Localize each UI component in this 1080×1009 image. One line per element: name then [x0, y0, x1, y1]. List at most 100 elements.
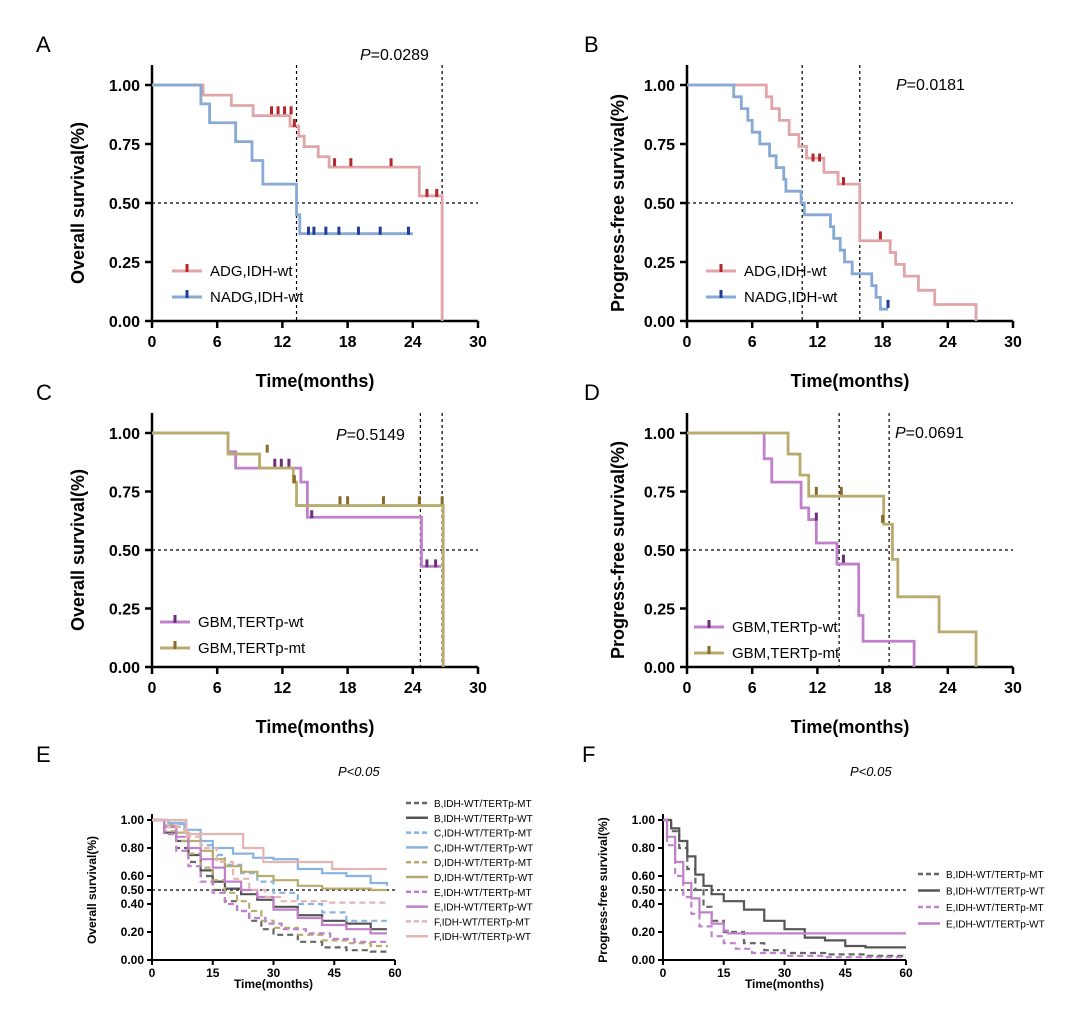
y-tick-label: 0.50 — [644, 196, 675, 213]
series-line — [687, 83, 978, 321]
x-tick-label: 12 — [809, 334, 827, 351]
series-line — [663, 818, 906, 957]
y-tick-label: 0.25 — [644, 255, 675, 272]
y-tick-label: 0.20 — [632, 925, 656, 939]
series-line — [663, 818, 906, 935]
panel-b: B 0 6 12 18 24 30 0.00 0.25 0.50 0.75 1.00 Time(mont… — [584, 32, 1022, 391]
x-tick-label: 24 — [939, 680, 957, 697]
y-tick-label: 0.00 — [644, 660, 675, 677]
panel-letter: D — [584, 380, 600, 405]
x-axis-title: Time(months) — [256, 371, 375, 391]
legend-entry: C,IDH-WT/TERTp-WT — [434, 843, 533, 854]
y-tick-label: 0.75 — [109, 137, 140, 154]
y-tick-label: 1.00 — [109, 78, 140, 95]
y-tick-label: 1.00 — [632, 813, 656, 827]
x-tick-label: 30 — [267, 966, 281, 980]
legend-entry: D,IDH-WT/TERTp-WT — [434, 873, 533, 884]
panel-letter: F — [582, 742, 595, 767]
series-line — [152, 818, 387, 935]
panel-letter: E — [36, 742, 51, 767]
y-tick-label: 1.00 — [109, 426, 140, 443]
panel-e: E 0 15 30 45 60 0.00 0.20 0.400.500.60 0.80 1.00 Ti… — [36, 742, 533, 991]
x-axis-title: Time(months) — [234, 977, 313, 991]
y-tick-label: 0.80 — [121, 841, 145, 855]
y-axis-title: Progress-free survival(%) — [608, 94, 628, 312]
x-tick-label: 6 — [213, 680, 222, 697]
x-axis-title: Time(months) — [745, 977, 824, 991]
legend-entry: F,IDH-WT/TERTp-WT — [434, 932, 531, 943]
y-tick-label: 0.50 — [109, 543, 140, 560]
legend-entry: GBM,TERTp-wt — [198, 614, 304, 631]
legend-entry: E,IDH-WT/TERTp-WT — [946, 920, 1045, 931]
x-tick-label: 18 — [339, 334, 357, 351]
x-axis-title: Time(months) — [256, 717, 375, 737]
x-tick-label: 0 — [148, 334, 157, 351]
legend-entry: D,IDH-WT/TERTp-MT — [434, 858, 532, 869]
x-tick-label: 60 — [388, 966, 402, 980]
legend-entry: GBM,TERTp-mt — [198, 640, 306, 657]
y-tick-label: 0.50 — [632, 883, 656, 897]
x-tick-label: 18 — [874, 680, 892, 697]
legend-entry: B,IDH-WT/TERTp-MT — [946, 870, 1044, 881]
series-line — [152, 431, 445, 667]
x-tick-label: 30 — [469, 680, 487, 697]
p-value-label: P<0.05 — [850, 764, 892, 779]
y-tick-label: 0.25 — [644, 602, 675, 619]
x-tick-label: 0 — [683, 680, 692, 697]
x-tick-label: 0 — [148, 680, 157, 697]
series-line — [152, 818, 387, 943]
panel-letter: C — [36, 380, 52, 405]
y-tick-label: 0.00 — [644, 314, 675, 331]
x-tick-label: 12 — [809, 680, 827, 697]
y-tick-label: 0.75 — [644, 137, 675, 154]
series-line — [663, 818, 906, 949]
y-tick-label: 0.00 — [109, 314, 140, 331]
x-tick-label: 30 — [469, 334, 487, 351]
x-tick-label: 24 — [939, 334, 957, 351]
y-tick-label: 1.00 — [644, 78, 675, 95]
y-tick-label: 0.00 — [121, 953, 145, 967]
x-axis-title: Time(months) — [791, 717, 910, 737]
y-tick-label: 0.60 — [121, 869, 145, 883]
legend-entry: E,IDH-WT/TERTp-MT — [434, 888, 532, 899]
panel-letter: A — [36, 32, 51, 57]
x-tick-label: 24 — [404, 334, 422, 351]
y-axis-title: Overall survival(%) — [85, 836, 99, 944]
series-line — [152, 818, 388, 948]
series-line — [663, 818, 906, 959]
x-axis-title: Time(months) — [791, 371, 910, 391]
legend-entry: C,IDH-WT/TERTp-MT — [434, 829, 532, 840]
panel-d: D 0 6 12 18 24 30 0.00 0.25 0.50 0.75 1.00 Time(mont… — [584, 380, 1022, 737]
y-tick-label: 0.25 — [109, 602, 140, 619]
p-value-label: P=0.0181 — [896, 77, 965, 94]
legend-entry: NADG,IDH-wt — [744, 289, 838, 306]
panels-group: A 0 6 12 18 24 30 0.00 0.25 0.50 0.75 1.00 Time(mont… — [36, 32, 1045, 991]
x-tick-label: 15 — [206, 966, 220, 980]
y-tick-label: 0.40 — [121, 897, 145, 911]
legend-entry: GBM,TERTp-mt — [732, 645, 840, 662]
panel-c: C 0 6 12 18 24 30 0.00 0.25 0.50 0.75 1.00 Time(mont… — [36, 380, 487, 737]
x-tick-label: 0 — [149, 966, 156, 980]
y-tick-label: 0.75 — [644, 485, 675, 502]
x-tick-label: 12 — [274, 334, 292, 351]
legend-entry: F,IDH-WT/TERTp-MT — [434, 917, 530, 928]
panel-letter: B — [584, 32, 599, 57]
series-line — [152, 818, 387, 892]
legend-entry: ADG,IDH-wt — [210, 263, 293, 280]
y-tick-label: 1.00 — [121, 813, 145, 827]
y-tick-label: 0.50 — [109, 196, 140, 213]
x-tick-label: 30 — [1004, 680, 1022, 697]
x-tick-label: 30 — [1004, 334, 1022, 351]
panel-a: A 0 6 12 18 24 30 0.00 0.25 0.50 0.75 1.00 Time(mont… — [36, 32, 487, 391]
y-axis-title: Overall survival(%) — [68, 122, 88, 284]
y-axis-title: Progress-free survival(%) — [596, 817, 610, 962]
p-value-label: P=0.0289 — [360, 47, 429, 64]
p-value-label: P<0.05 — [338, 764, 380, 779]
legend-entry: B,IDH-WT/TERTp-WT — [946, 887, 1045, 898]
x-tick-label: 0 — [660, 966, 667, 980]
x-tick-label: 60 — [899, 966, 913, 980]
x-tick-label: 24 — [404, 680, 422, 697]
x-tick-label: 6 — [213, 334, 222, 351]
y-tick-label: 0.00 — [632, 953, 656, 967]
legend-entry: B,IDH-WT/TERTp-WT — [434, 814, 533, 825]
